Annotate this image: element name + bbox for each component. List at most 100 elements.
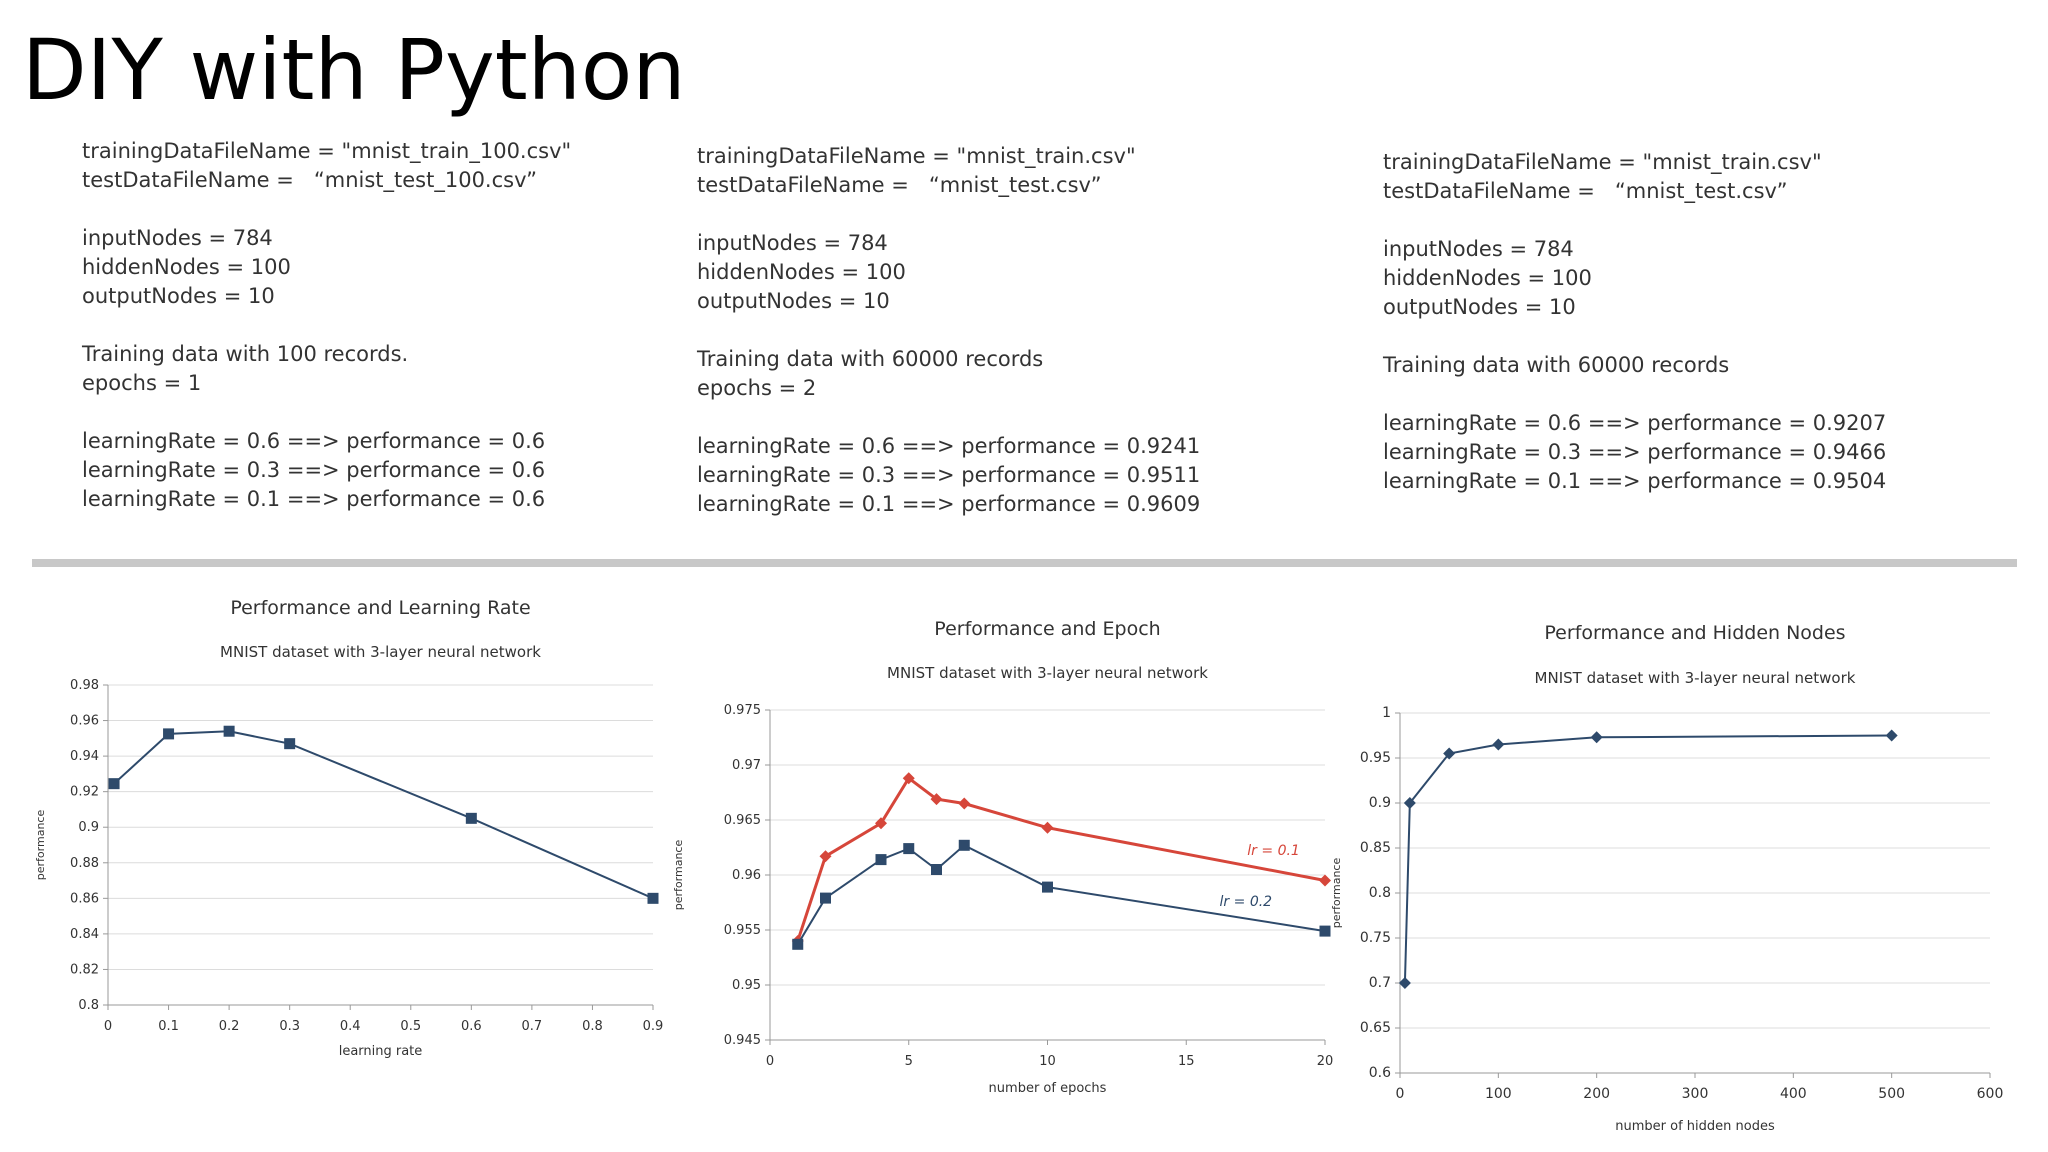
x-tick-label: 0.6	[461, 1019, 482, 1034]
x-tick-label: 0.8	[582, 1019, 603, 1034]
chart-hidden-nodes: Performance and Hidden Nodes MNIST datase…	[1330, 622, 2004, 1134]
blank-line	[82, 195, 571, 224]
x-tick-label: 600	[1977, 1086, 2004, 1102]
blank-line	[1383, 206, 1886, 235]
y-tick-label: 0.945	[724, 1033, 761, 1048]
data-point	[903, 843, 915, 855]
config-line: trainingDataFileName = "mnist_train.csv"	[1383, 150, 1822, 174]
y-tick-label: 0.84	[70, 927, 99, 942]
section-divider	[32, 559, 2017, 567]
data-point	[1319, 874, 1331, 887]
x-axis-label: number of epochs	[989, 1081, 1107, 1096]
x-tick-label: 0.2	[219, 1019, 240, 1034]
data-point	[819, 850, 832, 863]
config-line: epochs = 1	[82, 371, 202, 395]
blank-line	[1383, 380, 1886, 409]
y-tick-label: 0.6	[1369, 1065, 1391, 1081]
config-line: outputNodes = 10	[697, 289, 890, 313]
y-tick-label: 0.94	[70, 749, 99, 764]
config-column-2: trainingDataFileName = "mnist_train.csv"…	[697, 142, 1200, 519]
data-point	[163, 728, 175, 740]
data-point	[1041, 821, 1054, 834]
data-point	[1492, 738, 1505, 751]
x-tick-label: 500	[1878, 1086, 1905, 1102]
config-line: outputNodes = 10	[82, 284, 275, 308]
data-point	[1042, 881, 1053, 893]
data-point	[1403, 797, 1416, 809]
y-tick-label: 0.955	[724, 923, 761, 938]
blank-line	[82, 311, 571, 340]
config-line: learningRate = 0.1 ==> performance = 0.9…	[1383, 469, 1887, 493]
config-line: learningRate = 0.6 ==> performance = 0.6	[82, 429, 546, 453]
data-point	[958, 839, 970, 851]
x-tick-label: 20	[1317, 1054, 1334, 1069]
config-line: inputNodes = 784	[697, 231, 888, 255]
config-column-3: trainingDataFileName = "mnist_train.csv"…	[1383, 148, 1886, 496]
series-line	[1403, 734, 1892, 984]
blank-line	[82, 398, 571, 427]
config-line: epochs = 2	[697, 376, 817, 400]
y-tick-label: 0.82	[70, 962, 99, 977]
blank-line	[697, 200, 1200, 229]
y-tick-label: 0.98	[70, 678, 99, 693]
config-line: Training data with 60000 records	[697, 347, 1044, 371]
y-tick-label: 0.9	[1369, 795, 1391, 811]
chart-subtitle: MNIST dataset with 3-layer neural networ…	[887, 664, 1208, 682]
x-axis-label: learning rate	[339, 1044, 423, 1059]
data-point	[108, 778, 120, 790]
config-line: testDataFileName = “mnist_test.csv”	[697, 173, 1102, 197]
series-line	[796, 844, 1326, 945]
x-tick-label: 100	[1485, 1086, 1512, 1102]
y-axis-label: performance	[672, 840, 685, 911]
config-line: testDataFileName = “mnist_test.csv”	[1383, 179, 1788, 203]
blank-line	[697, 403, 1200, 432]
config-line: learningRate = 0.1 ==> performance = 0.6	[82, 487, 546, 511]
y-tick-label: 0.96	[70, 714, 99, 729]
y-tick-label: 0.95	[1360, 750, 1391, 766]
x-tick-label: 200	[1583, 1086, 1610, 1102]
chart-title: Performance and Epoch	[934, 618, 1160, 640]
config-line: hiddenNodes = 100	[697, 260, 906, 284]
y-tick-label: 0.88	[70, 856, 99, 871]
data-point	[465, 812, 477, 824]
data-point	[958, 797, 971, 810]
data-point	[820, 892, 831, 904]
x-tick-label: 0.9	[643, 1019, 664, 1034]
x-tick-label: 0.7	[522, 1019, 543, 1034]
x-tick-label: 0.3	[279, 1019, 300, 1034]
y-axis-label: performance	[34, 810, 47, 881]
y-tick-label: 0.9	[78, 820, 99, 835]
chart-subtitle: MNIST dataset with 3-layer neural networ…	[1535, 669, 1856, 687]
config-line: inputNodes = 784	[1383, 237, 1574, 261]
series-line	[796, 776, 1326, 942]
y-tick-label: 0.96	[732, 868, 761, 883]
chart-title: Performance and Hidden Nodes	[1544, 622, 1845, 644]
x-tick-label: 5	[905, 1054, 913, 1069]
y-tick-label: 0.8	[78, 998, 99, 1013]
y-tick-label: 0.8	[1369, 885, 1391, 901]
config-line: Training data with 60000 records	[1383, 353, 1730, 377]
data-point	[931, 864, 942, 875]
data-point	[875, 854, 887, 866]
blank-line	[1383, 322, 1886, 351]
config-line: learningRate = 0.3 ==> performance = 0.6	[82, 458, 546, 482]
chart-learning-rate: Performance and Learning Rate MNIST datas…	[34, 597, 664, 1059]
config-line: learningRate = 0.1 ==> performance = 0.9…	[697, 492, 1201, 516]
x-tick-label: 0.4	[340, 1019, 361, 1034]
y-axis-label: performance	[1330, 858, 1343, 929]
config-line: hiddenNodes = 100	[82, 255, 291, 279]
chart-subtitle: MNIST dataset with 3-layer neural networ…	[220, 643, 541, 661]
y-tick-label: 0.975	[724, 703, 761, 718]
config-line: learningRate = 0.6 ==> performance = 0.9…	[697, 434, 1201, 458]
series-annotation: lr = 0.2	[1220, 894, 1273, 910]
series-annotation: lr = 0.1	[1247, 843, 1300, 859]
data-point	[647, 892, 659, 904]
x-tick-label: 0	[104, 1019, 112, 1034]
y-tick-label: 0.95	[732, 978, 761, 993]
y-tick-label: 0.92	[70, 785, 99, 800]
y-tick-label: 0.7	[1369, 975, 1391, 991]
x-tick-label: 0	[1396, 1086, 1405, 1102]
y-tick-label: 0.85	[1360, 840, 1391, 856]
config-line: hiddenNodes = 100	[1383, 266, 1592, 290]
x-tick-label: 300	[1682, 1086, 1709, 1102]
